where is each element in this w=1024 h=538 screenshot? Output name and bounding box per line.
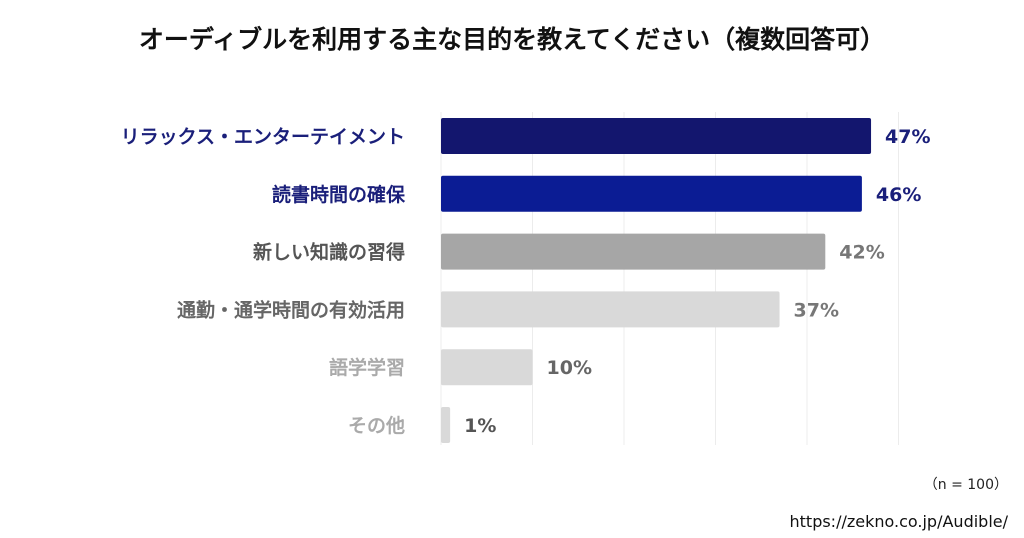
category-label: その他 bbox=[348, 414, 405, 437]
chart-title: オーディブルを利用する主な目的を教えてください（複数回答可） bbox=[139, 25, 885, 54]
source-url: https://zekno.co.jp/Audible/ bbox=[790, 512, 1009, 531]
value-label: 1% bbox=[464, 415, 496, 437]
gridlines bbox=[440, 112, 899, 445]
bar bbox=[441, 233, 826, 270]
category-label: リラックス・エンターテイメント bbox=[121, 126, 405, 148]
category-label: 新しい知識の習得 bbox=[253, 241, 405, 264]
value-label: 37% bbox=[794, 299, 839, 321]
bars: リラックス・エンターテイメント 47% 読書時間の確保 46% 新しい知識の習得 42% 通… bbox=[121, 118, 931, 443]
value-label: 42% bbox=[839, 242, 884, 264]
value-label: 10% bbox=[547, 357, 592, 379]
bar bbox=[441, 407, 451, 443]
category-label: 読書時間の確保 bbox=[272, 183, 406, 206]
value-label: 47% bbox=[885, 126, 930, 148]
value-label: 46% bbox=[876, 184, 921, 206]
sample-size-note: （n = 100） bbox=[924, 477, 1008, 493]
bar bbox=[441, 175, 862, 212]
bar bbox=[441, 291, 780, 328]
bar bbox=[441, 349, 533, 386]
bar bbox=[441, 118, 872, 154]
category-label: 通勤・通学時間の有効活用 bbox=[177, 298, 405, 321]
category-label: 語学学習 bbox=[329, 356, 405, 379]
